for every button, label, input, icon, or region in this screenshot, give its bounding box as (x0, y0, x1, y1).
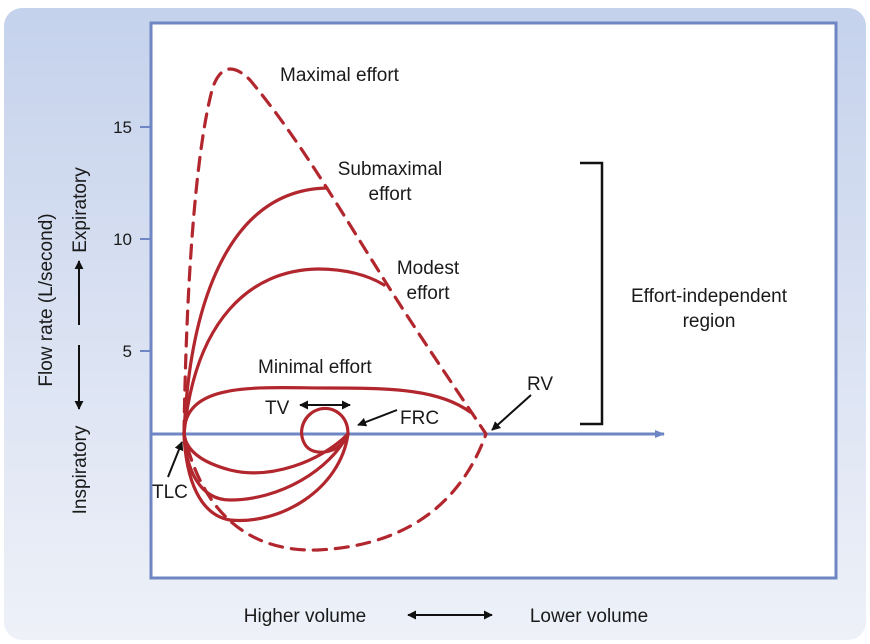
maximal-effort-loop (182, 67, 488, 552)
y-axis-ticks (140, 126, 151, 352)
frc-pointer-arrow-icon (357, 409, 398, 427)
submaximal-effort-curve (182, 186, 329, 436)
y-tick-label-10: 10 (113, 230, 132, 249)
tlc-pointer-arrow-icon (167, 441, 184, 478)
tv-label: TV (265, 398, 290, 419)
rv-label: RV (527, 374, 553, 395)
inspiratory-curve-3 (182, 432, 350, 523)
submaximal-effort-label-line1: Submaximal (338, 159, 443, 180)
higher-volume-label: Higher volume (244, 606, 367, 627)
modest-effort-label-line1: Modest (397, 258, 460, 279)
frc-label: FRC (400, 408, 439, 429)
minimal-effort-curve (182, 386, 472, 436)
plot-frame (149, 21, 838, 580)
effort-independent-label-line2: region (683, 311, 736, 332)
inspiratory-curve-1 (182, 432, 350, 475)
effort-independent-label-line1: Effort-independent (631, 286, 788, 307)
flow-volume-curves (182, 67, 488, 552)
tlc-label: TLC (152, 482, 188, 503)
y-tick-label-5: 5 (123, 342, 132, 361)
y-axis-title: Flow rate (L/second) (36, 213, 57, 386)
minimal-effort-label: Minimal effort (258, 357, 372, 378)
maximal-effort-label: Maximal effort (280, 65, 400, 86)
effort-independent-bracket (580, 161, 604, 426)
y-tick-label-15: 15 (113, 118, 132, 137)
modest-effort-label-line2: effort (407, 283, 451, 304)
y-axis-inspiratory-label: Inspiratory (70, 425, 91, 514)
inspiratory-curve-2 (182, 432, 350, 502)
rv-pointer-arrow-icon (491, 394, 532, 431)
modest-effort-curve (182, 267, 386, 436)
submaximal-effort-label-line2: effort (369, 184, 413, 205)
y-axis-expiratory-label: Expiratory (70, 167, 91, 253)
lower-volume-label: Lower volume (530, 606, 648, 627)
